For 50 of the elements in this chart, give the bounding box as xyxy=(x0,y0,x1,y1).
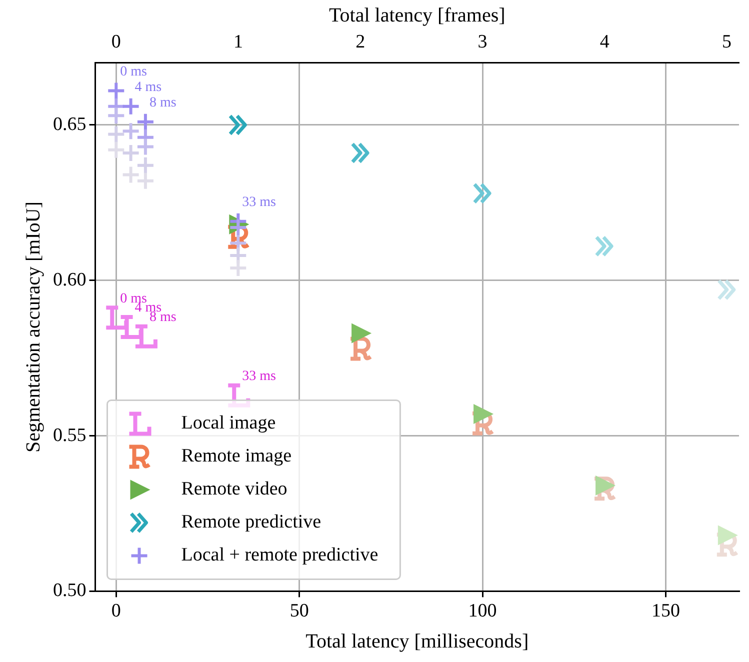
x-tick-label: 50 xyxy=(290,600,309,622)
x-tick-label: 0 xyxy=(111,600,121,622)
point xyxy=(228,258,248,278)
point xyxy=(106,140,126,160)
annotation: 0 ms xyxy=(120,64,147,80)
annotation: 33 ms xyxy=(242,194,276,210)
x2-tick-label: 1 xyxy=(234,31,244,52)
annotation: 4 ms xyxy=(134,80,162,95)
point xyxy=(121,122,140,141)
point xyxy=(136,112,155,132)
point xyxy=(594,235,614,257)
point xyxy=(121,165,140,184)
point xyxy=(106,81,126,100)
y-tick-label: 0.55 xyxy=(53,424,86,446)
point xyxy=(136,137,155,156)
x2-tick-label: 5 xyxy=(722,31,732,52)
legend-label: Remote image xyxy=(181,446,292,467)
y-axis-title: Segmentation accuracy [mIoU] xyxy=(22,201,44,453)
point xyxy=(106,106,126,126)
legend-label: Local image xyxy=(181,412,276,434)
x-tick-label: 100 xyxy=(468,600,497,622)
x2-tick-label: 2 xyxy=(356,31,366,52)
point xyxy=(714,532,739,557)
x-tick-label: 150 xyxy=(651,600,680,622)
point xyxy=(136,171,155,190)
annotation: 8 ms xyxy=(149,96,176,111)
point xyxy=(592,476,617,501)
y-tick-label: 0.50 xyxy=(53,580,86,602)
point xyxy=(717,278,736,300)
x2-tick-label: 4 xyxy=(600,31,610,52)
point xyxy=(470,411,495,436)
x-axis-title: Total latency [milliseconds] xyxy=(306,630,529,652)
annotation: 33 ms xyxy=(242,369,276,384)
point xyxy=(106,124,126,144)
y-tick-label: 0.60 xyxy=(53,269,86,290)
legend-label: Local + remote predictive xyxy=(181,544,378,566)
x2-tick-label: 3 xyxy=(478,31,488,52)
point xyxy=(348,336,373,361)
point xyxy=(136,156,155,175)
point xyxy=(121,96,140,116)
x2-axis-title: Total latency [frames] xyxy=(328,4,506,26)
point xyxy=(472,182,492,204)
point xyxy=(228,114,247,136)
point xyxy=(121,143,140,162)
y-tick-label: 0.65 xyxy=(53,114,86,135)
x2-tick-label: 0 xyxy=(111,31,121,52)
point xyxy=(350,142,370,164)
legend-label: Remote video xyxy=(181,478,288,500)
legend-label: Remote predictive xyxy=(181,512,322,533)
point xyxy=(352,323,372,344)
